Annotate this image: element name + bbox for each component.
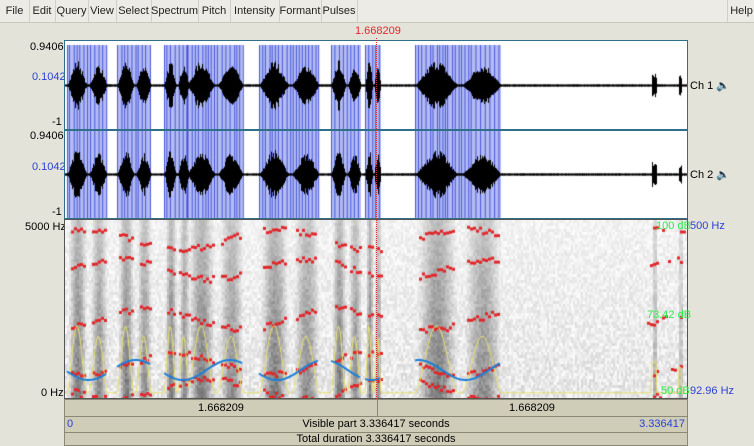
time-cursor[interactable] <box>376 38 377 399</box>
ch1-min-label: -1 <box>52 116 62 128</box>
menu-help[interactable]: Help <box>727 0 754 22</box>
menu-intensity[interactable]: Intensity <box>230 0 280 22</box>
menu-file[interactable]: File <box>0 0 30 22</box>
pitch-bottom-label: 92.96 Hz <box>690 385 735 397</box>
intensity-top-label: 100 dB <box>656 220 691 232</box>
speaker-icon[interactable]: 🔈 <box>716 80 731 92</box>
visible-start: 0 <box>67 418 74 430</box>
ch1-mid-label: 0.1042 <box>32 71 66 83</box>
menu-query[interactable]: Query <box>55 0 89 22</box>
time-bar[interactable]: 1.668209 1.668209 <box>64 399 688 417</box>
visible-part-bar[interactable]: 0 Visible part 3.336417 seconds 3.336417 <box>64 416 688 433</box>
menu-spectrum[interactable]: Spectrum <box>151 0 199 22</box>
total-duration-bar[interactable]: Total duration 3.336417 seconds <box>64 432 688 446</box>
visible-end: 3.336417 <box>639 418 685 430</box>
ch2-mid-label: 0.1042 <box>32 161 66 173</box>
ch2-label[interactable]: Ch 2 🔈 <box>690 168 730 181</box>
intensity-bottom-label: 50 dB <box>661 385 690 397</box>
spectrogram-top-label: 5000 Hz <box>25 221 66 233</box>
menu-pulses[interactable]: Pulses <box>321 0 358 22</box>
menu-formant[interactable]: Formant <box>279 0 322 22</box>
menu-bar: File Edit Query View Select Spectrum Pit… <box>0 0 754 23</box>
ch2-max-label: 0.9406 <box>30 130 64 142</box>
menu-pitch[interactable]: Pitch <box>198 0 231 22</box>
total-duration-label: Total duration 3.336417 seconds <box>296 433 456 445</box>
speaker-icon[interactable]: 🔈 <box>716 169 731 181</box>
time-bar-left[interactable]: 1.668209 <box>65 400 378 416</box>
intensity-mid-label: 73.42 dB <box>647 309 692 321</box>
spectrogram-bottom-label: 0 Hz <box>41 387 64 399</box>
ch2-name: Ch 2 <box>690 169 714 181</box>
time-bar-right[interactable]: 1.668209 <box>509 402 555 414</box>
pitch-top-label: 500 Hz <box>690 220 725 232</box>
ch1-max-label: 0.9406 <box>30 41 64 53</box>
menu-view[interactable]: View <box>88 0 117 22</box>
ch2-min-label: -1 <box>52 206 62 218</box>
cursor-time-label: 1.668209 <box>355 25 401 37</box>
visible-part-label: Visible part 3.336417 seconds <box>302 418 450 430</box>
menu-edit[interactable]: Edit <box>29 0 56 22</box>
ch1-label[interactable]: Ch 1 🔈 <box>690 79 730 92</box>
ch1-name: Ch 1 <box>690 80 714 92</box>
menu-select[interactable]: Select <box>116 0 152 22</box>
